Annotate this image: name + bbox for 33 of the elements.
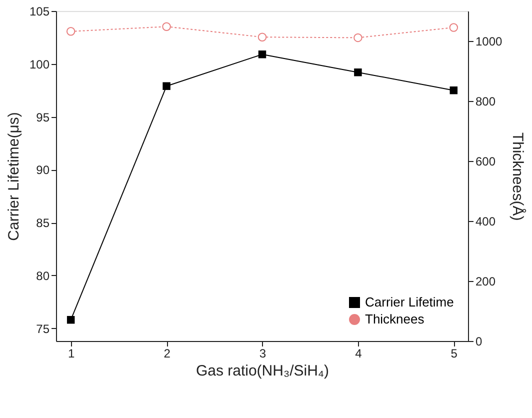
x-tick-label: 5 (450, 346, 458, 360)
y2-tick-label: 600 (476, 154, 496, 168)
x-tick-label: 1 (68, 346, 75, 360)
y2-tick-label: 800 (476, 94, 496, 108)
point (449, 23, 458, 32)
y2-tick-label: 400 (476, 214, 496, 228)
point (66, 316, 75, 324)
x-axis-title: Gas ratio(NH₃/SiH₄) (196, 362, 330, 380)
legend-label: Carrier Lifetime (365, 294, 454, 310)
y2-tick-label: 0 (476, 334, 482, 348)
y-tick-label: 80 (36, 268, 50, 283)
y-tick-label: 75 (36, 322, 50, 336)
point (162, 82, 170, 90)
y-tick-label: 100 (29, 57, 50, 72)
point (258, 50, 266, 58)
point (354, 33, 362, 42)
x-tick-label: 2 (164, 346, 171, 360)
point (66, 27, 76, 36)
legend-label: Thicknees (365, 312, 425, 326)
point (162, 22, 171, 31)
y-tick-label: 90 (36, 163, 50, 178)
x-tick-label: 4 (355, 346, 362, 360)
point (354, 68, 362, 76)
y-tick-label: 85 (36, 216, 50, 230)
y2-tick-label: 1000 (476, 34, 503, 48)
y2-axis-title: Thicknees(Å) (509, 132, 528, 221)
x-tick-label: 3 (259, 346, 266, 360)
y-axis-title: Carrier Lifetime(μs) (5, 112, 22, 241)
y-tick-label: 95 (36, 110, 50, 124)
y2-tick-label: 200 (476, 274, 496, 288)
y-tick-label: 105 (29, 4, 50, 18)
point (450, 86, 458, 94)
point (258, 32, 267, 42)
